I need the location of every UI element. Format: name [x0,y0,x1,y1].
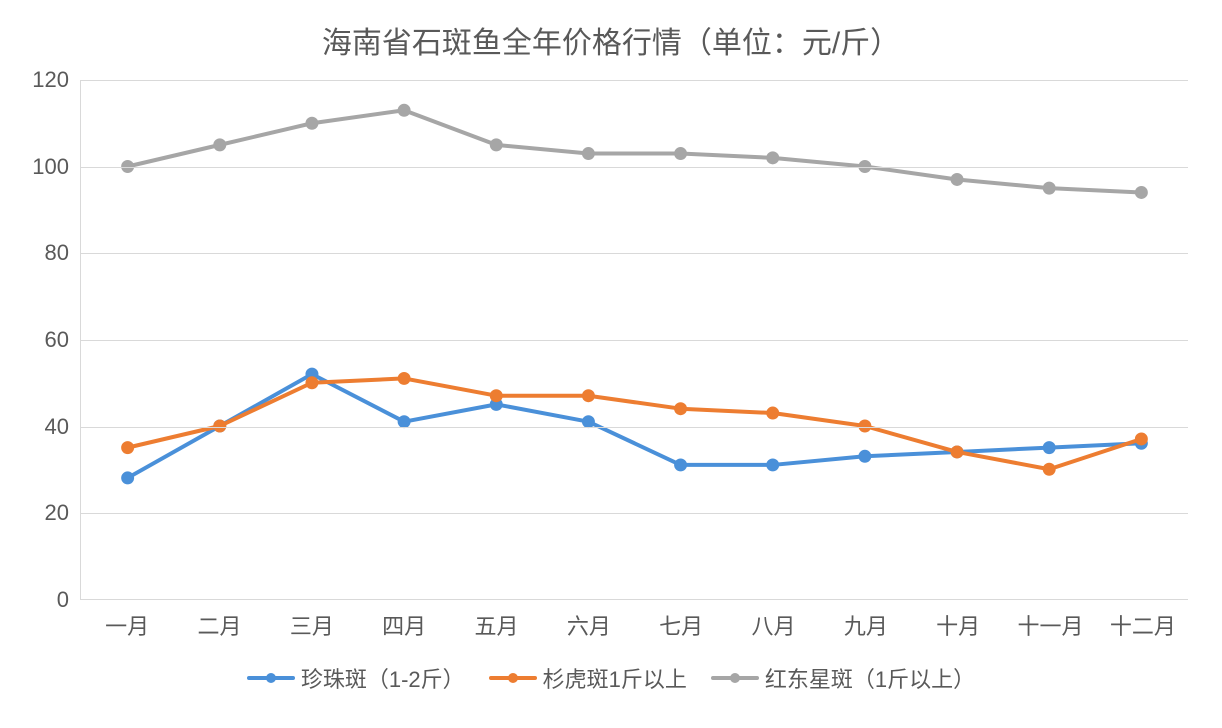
gridline [81,340,1188,341]
x-tick-label: 五月 [474,599,518,641]
series-marker [583,148,594,159]
plot-area: 020406080100120一月二月三月四月五月六月七月八月九月十月十一月十二… [80,80,1188,600]
legend-label: 珍珠斑（1-2斤） [301,662,465,694]
gridline [81,513,1188,514]
series-marker [675,459,686,470]
legend-item: 红东星斑（1斤以上） [711,662,975,694]
series-marker [399,373,410,384]
series-marker [583,416,594,427]
series-marker [306,118,317,129]
x-tick-label: 十月 [936,599,980,641]
series-marker [1136,433,1147,444]
series-marker [491,390,502,401]
x-tick-label: 三月 [290,599,334,641]
series-marker [675,148,686,159]
legend-item: 珍珠斑（1-2斤） [247,662,465,694]
x-tick-label: 九月 [844,599,888,641]
x-tick-label: 十二月 [1110,599,1176,641]
series-marker [1044,464,1055,475]
series-marker [583,390,594,401]
series-marker [214,139,225,150]
gridline [81,427,1188,428]
y-tick-label: 80 [45,240,81,266]
series-marker [399,105,410,116]
x-tick-label: 七月 [659,599,703,641]
x-tick-label: 六月 [567,599,611,641]
series-marker [122,472,133,483]
series-marker [306,377,317,388]
series-marker [1044,183,1055,194]
gridline [81,167,1188,168]
series-marker [952,174,963,185]
y-tick-label: 0 [57,587,81,613]
y-tick-label: 40 [45,414,81,440]
y-tick-label: 120 [32,67,81,93]
series-marker [952,446,963,457]
x-tick-label: 十一月 [1017,599,1083,641]
series-marker [491,139,502,150]
y-tick-label: 20 [45,500,81,526]
x-tick-label: 一月 [105,599,149,641]
x-tick-label: 八月 [751,599,795,641]
legend: 珍珠斑（1-2斤） 杉虎斑1斤以上 红东星斑（1斤以上） [0,662,1222,694]
series-marker [1044,442,1055,453]
chart-title: 海南省石斑鱼全年价格行情（单位：元/斤） [0,18,1222,62]
legend-label: 红东星斑（1斤以上） [765,662,975,694]
series-marker [675,403,686,414]
y-tick-label: 60 [45,327,81,353]
x-tick-label: 四月 [382,599,426,641]
series-line [128,110,1142,192]
series-marker [399,416,410,427]
series-marker [1136,187,1147,198]
series-marker [767,408,778,419]
legend-item: 杉虎斑1斤以上 [489,662,687,694]
legend-label: 杉虎斑1斤以上 [543,662,687,694]
chart-container: 海南省石斑鱼全年价格行情（单位：元/斤） 020406080100120一月二月… [0,0,1222,728]
legend-swatch [489,676,537,680]
gridline [81,80,1188,81]
series-marker [859,451,870,462]
gridline [81,253,1188,254]
x-tick-label: 二月 [197,599,241,641]
series-marker [767,459,778,470]
y-tick-label: 100 [32,154,81,180]
legend-swatch [247,676,295,680]
legend-swatch [711,676,759,680]
series-marker [122,442,133,453]
series-marker [767,152,778,163]
